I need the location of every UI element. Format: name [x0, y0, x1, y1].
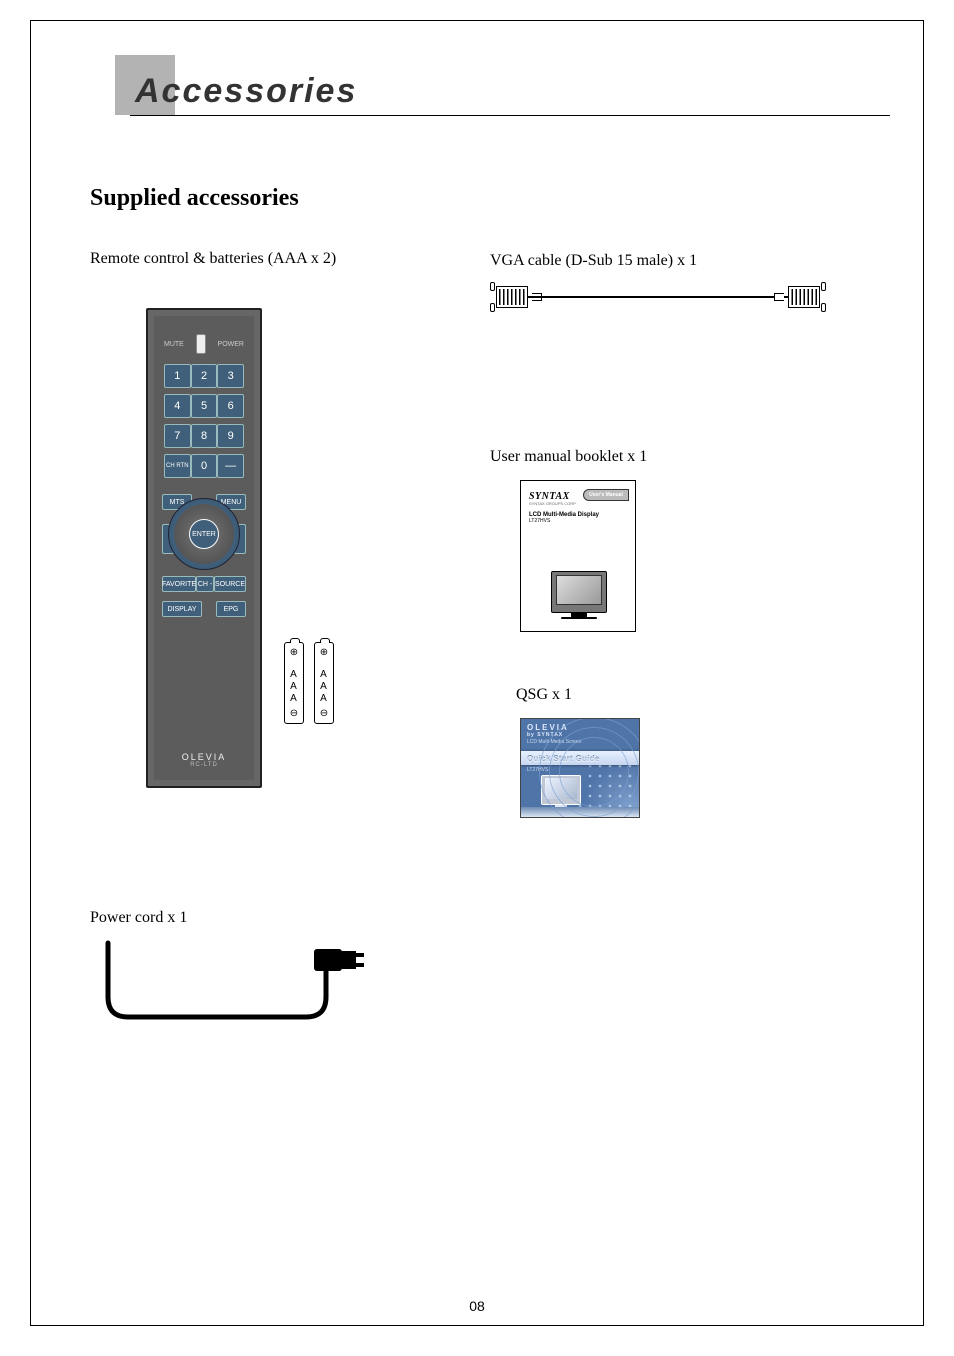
label-manual: User manual booklet x 1 [490, 448, 647, 466]
manual-logo-sub: SYNTAX GROUPS CORP [529, 501, 627, 506]
manual-pill: User's Manual [583, 489, 629, 501]
key-2: 2 [191, 364, 218, 388]
screw-ear-icon [821, 282, 826, 291]
qsg-strip-text: Quick Start Guide [527, 754, 600, 763]
title-rule [130, 115, 890, 116]
remote-brand-text: OLEVIA [182, 752, 227, 762]
qsg-brand-by: by SYNTAX [527, 732, 639, 738]
page-number: 08 [469, 1298, 485, 1314]
plug-body-icon [314, 949, 342, 971]
key-dash: — [217, 454, 244, 478]
mute-label: MUTE [164, 341, 184, 348]
page-title: Accessories [135, 72, 357, 111]
remote-disp-row: DISPLAY EPG [162, 601, 246, 619]
plug-neck-icon [342, 951, 356, 969]
remote-brand-sub: RC-LTD [154, 762, 254, 768]
tv-screen-icon [556, 575, 602, 605]
vga-body-icon [788, 286, 820, 308]
cable-line [528, 296, 788, 298]
qsg-sub: LCD Multi-Media Screen [527, 739, 639, 745]
power-cord-svg [96, 935, 376, 1031]
battery-1: ⊕ AAA ⊖ [284, 642, 304, 724]
remote-body: MUTE POWER 1 2 3 4 5 6 7 8 9 [154, 316, 254, 780]
key-8: 8 [191, 424, 218, 448]
plug-prong-icon [356, 953, 364, 957]
tv-stand-icon [571, 613, 587, 618]
key-1: 1 [164, 364, 191, 388]
qsg-dot-pattern-icon [565, 741, 635, 811]
key-5: 5 [191, 394, 218, 418]
key-epg: EPG [216, 601, 246, 617]
power-cord-illustration [96, 935, 376, 1031]
manual-model: LT27HVS [529, 518, 627, 524]
key-enter: ENTER [189, 519, 219, 549]
screw-ear-icon [490, 303, 495, 312]
key-6: 6 [217, 394, 244, 418]
key-0: 0 [191, 454, 218, 478]
key-ch-minus: CH - [196, 576, 214, 592]
battery-minus-icon: ⊖ [285, 708, 303, 719]
remote-fav-row: FAVORITE CH - SOURCE [162, 576, 246, 594]
battery-minus-icon: ⊖ [315, 708, 333, 719]
qsg-tv-stand-icon [555, 805, 567, 810]
cord-path [108, 943, 326, 1017]
screw-ear-icon [821, 303, 826, 312]
dpad-ring-icon: ENTER [168, 498, 240, 570]
battery-plus-icon: ⊕ [285, 647, 303, 658]
battery-label: AAA [285, 669, 303, 705]
label-power-cord: Power cord x 1 [90, 909, 187, 927]
key-4: 4 [164, 394, 191, 418]
screw-ear-icon [490, 282, 495, 291]
remote-brand: OLEVIA RC-LTD [154, 752, 254, 768]
battery-plus-icon: ⊕ [315, 647, 333, 658]
key-favorite: FAVORITE [162, 576, 196, 592]
qsg-tv-frame-icon [541, 775, 581, 805]
vga-body-icon [496, 286, 528, 308]
qsg-strip: Quick Start Guide [521, 751, 639, 765]
power-indicator-icon [196, 334, 206, 354]
qsg-tv-screen-icon [545, 778, 577, 799]
label-remote: Remote control & batteries (AAA x 2) [90, 250, 336, 268]
key-7: 7 [164, 424, 191, 448]
power-label: POWER [218, 341, 244, 348]
key-3: 3 [217, 364, 244, 388]
page: Accessories Supplied accessories Remote … [0, 0, 954, 1356]
key-source: SOURCE [214, 576, 246, 592]
manual-booklet-illustration: SYNTAX SYNTAX GROUPS CORP User's Manual … [520, 480, 636, 632]
key-display: DISPLAY [162, 601, 202, 617]
remote-keypad: 1 2 3 4 5 6 7 8 9 CH RTN 0 — [164, 364, 244, 484]
vga-connector-right [774, 282, 828, 312]
tv-icon [551, 571, 607, 613]
vga-tab-icon [774, 293, 784, 301]
section-heading: Supplied accessories [90, 185, 299, 212]
battery-label: AAA [315, 669, 333, 705]
qsg-bottom-slab [521, 807, 639, 817]
label-vga: VGA cable (D-Sub 15 male) x 1 [490, 252, 697, 270]
remote-illustration: MUTE POWER 1 2 3 4 5 6 7 8 9 [146, 308, 262, 788]
remote-top-row: MUTE POWER [164, 334, 244, 354]
battery-2: ⊕ AAA ⊖ [314, 642, 334, 724]
qsg-model: LT27HVS [527, 767, 548, 773]
key-9: 9 [217, 424, 244, 448]
qsg-tv-icon [541, 775, 581, 805]
vga-cable-illustration [488, 282, 828, 312]
plug-prong-icon [356, 963, 364, 967]
qsg-card-illustration: OLEVIA by SYNTAX LCD Multi-Media Screen … [520, 718, 640, 818]
qsg-brand: OLEVIA [527, 723, 639, 732]
key-chrtn: CH RTN [164, 454, 191, 478]
label-qsg: QSG x 1 [516, 686, 572, 704]
